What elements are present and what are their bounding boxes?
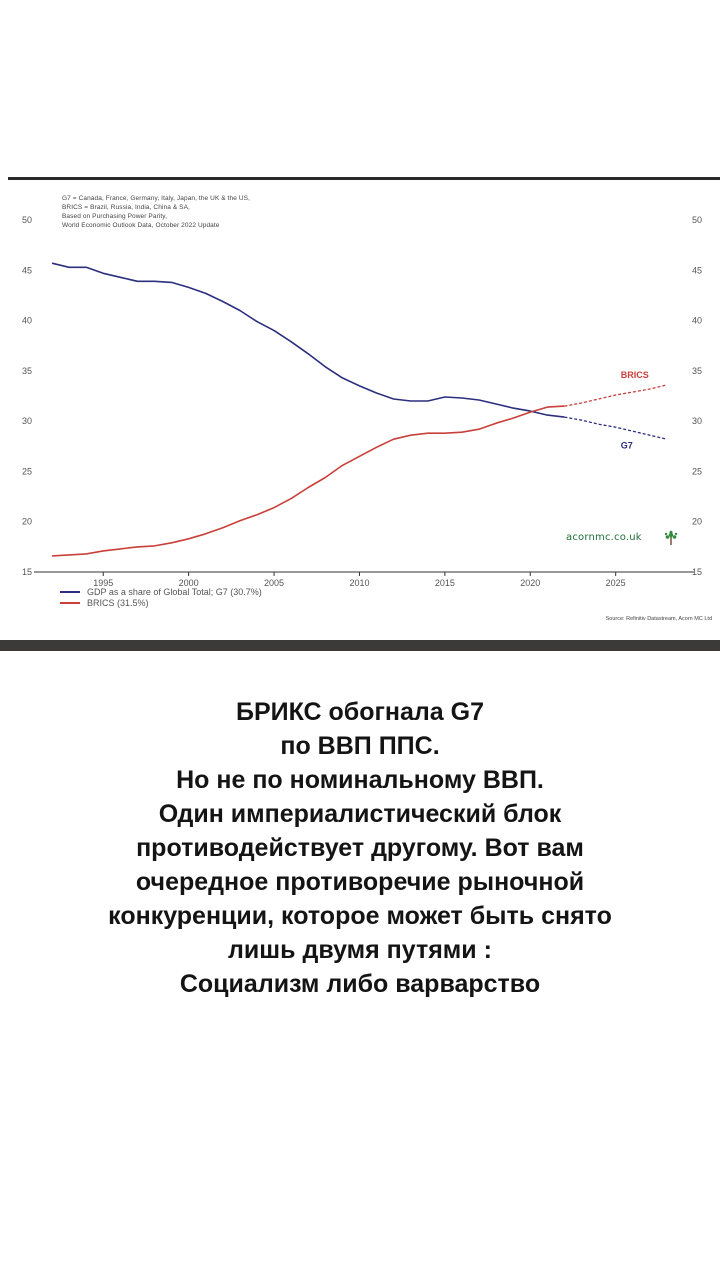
chart-note-1: G7 = Canada, France, Germany, Italy, Jap… [62,195,251,202]
tree-icon [664,530,678,545]
top-divider [8,177,720,180]
series-label-g7: G7 [621,440,633,450]
legend-label-brics: BRICS (31.5%) [87,598,149,608]
caption-text: БРИКС обогнала G7 по ВВП ППС. Но не по н… [20,695,700,1001]
caption-line: по ВВП ППС. [280,732,440,760]
y-tick-label-right: 20 [692,517,702,527]
caption-line: противодействует другому. Вот вам [136,834,584,862]
y-tick-label-right: 35 [692,366,702,376]
caption-line: конкуренции, которое может быть снято [108,902,612,930]
series-projection-g7 [564,416,668,440]
legend-swatch-g7 [60,591,80,593]
y-tick-label-left: 25 [22,466,32,476]
y-tick-label-left: 15 [22,567,32,577]
y-tick-label-left: 45 [22,265,32,275]
legend-swatch-brics [60,602,80,604]
y-tick-label-left: 40 [22,316,32,326]
series-line-g7 [51,262,565,418]
y-tick-label-right: 30 [692,416,702,426]
series-projection-brics [564,384,668,407]
chart-note-3: Based on Purchasing Power Parity, [62,213,168,220]
x-tick-label: 1995 [93,578,113,588]
caption-line: лишь двумя путями : [228,936,492,964]
legend-item-g7: GDP as a share of Global Total; G7 (30.7… [60,587,262,597]
chart-panel: 1995 2000 2005 2010 2015 2020 2025 15 15 20 20 25 25… [8,180,720,642]
caption-line: Но не по номинальному ВВП. [176,766,544,794]
y-tick-label-right: 50 [692,215,702,225]
y-tick-label-right: 25 [692,466,702,476]
caption-line: Один империалистический блок [158,800,562,828]
y-tick-label-right: 45 [692,265,702,275]
caption-line: БРИКС обогнала G7 [235,698,485,726]
legend-label-g7: GDP as a share of Global Total; G7 (30.7… [87,587,262,597]
bottom-divider [0,640,720,651]
caption-line: Социализм либо варварство [179,970,541,998]
y-tick-label-left: 30 [22,416,32,426]
chart-source: Source: Refinitiv Datastream, Acorn MC L… [605,616,712,622]
x-tick-label: 2015 [435,578,455,588]
series-label-brics: BRICS [621,370,649,380]
x-tick-label: 2020 [520,578,540,588]
caption-line: очередное противоречие рыночной [135,868,585,896]
y-tick-label-left: 35 [22,366,32,376]
x-tick-label: 2010 [349,578,369,588]
y-tick-label-right: 40 [692,316,702,326]
y-tick-label-left: 50 [22,215,32,225]
x-tick-label: 2025 [606,578,626,588]
y-tick-label-right: 15 [692,567,702,577]
legend-item-brics: BRICS (31.5%) [60,598,149,608]
x-tick-label: 2005 [264,578,284,588]
x-tick-label: 2000 [179,578,199,588]
chart-note-2: BRICS = Brazil, Russia, India, China & S… [62,204,190,211]
watermark-text: acornmc.co.uk [566,532,642,543]
chart-note-4: World Economic Outlook Data, October 202… [62,222,220,229]
series-line-brics [51,405,565,557]
y-tick-label-left: 20 [22,517,32,527]
